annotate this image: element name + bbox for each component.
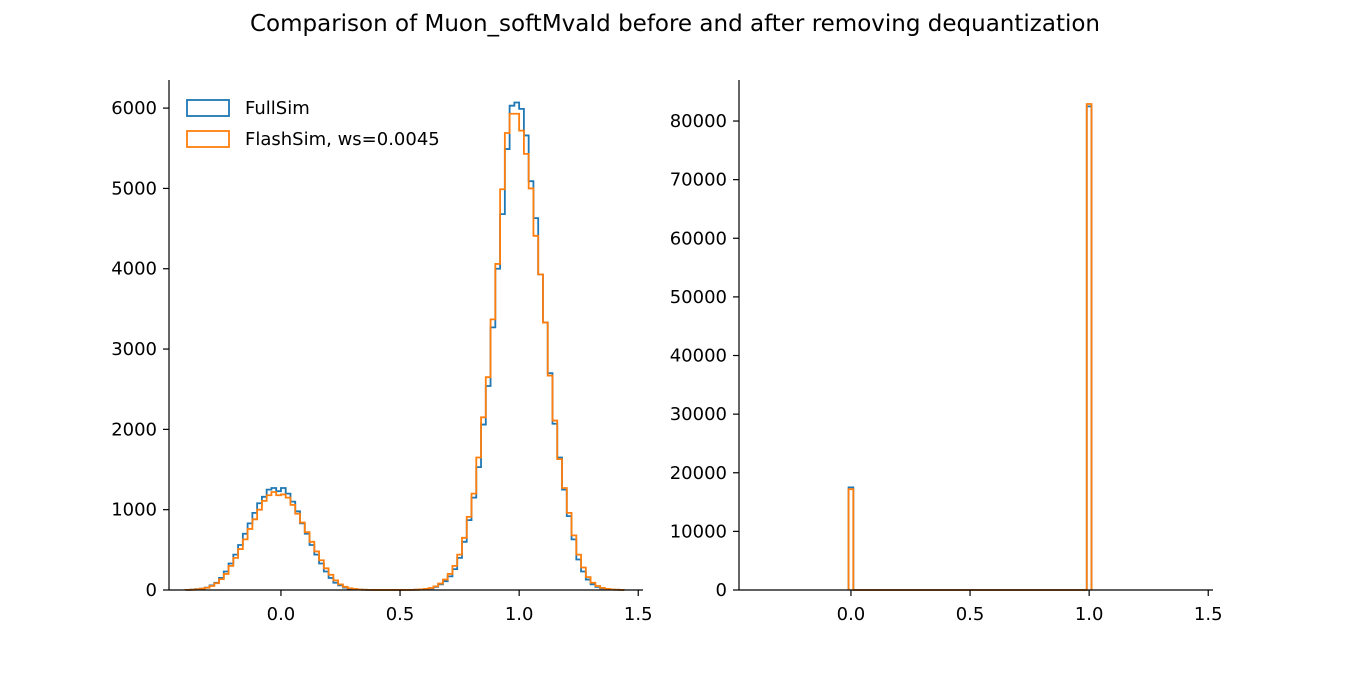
- left-y-tick-label: 3000: [111, 339, 157, 360]
- right-y-tick-label: 50000: [670, 287, 727, 308]
- left-x-tick-label: 1.5: [624, 604, 653, 625]
- right-y-tick-label: 80000: [670, 111, 727, 132]
- right-series-fullsim-histogram: [847, 105, 1093, 591]
- left-x-tick-label: 0.0: [267, 604, 296, 625]
- right-y-tick-label: 60000: [670, 228, 727, 249]
- right-y-tick-label: 0: [716, 580, 727, 601]
- right-x-tick-label: 1.0: [1075, 604, 1104, 625]
- left-x-tick-label: 0.5: [386, 604, 415, 625]
- left-y-tick-label: 1000: [111, 500, 157, 521]
- right-series-flashsim-histogram: [847, 103, 1093, 591]
- left-x-tick-label: 1.0: [505, 604, 534, 625]
- left-y-tick-label: 0: [146, 580, 157, 601]
- legend: FullSim FlashSim, ws=0.0045: [186, 98, 440, 150]
- plot-right: 0.0 0.5 1.0 1.5 0 10000 20000 30000 40000 50000 60…: [670, 80, 1223, 625]
- left-y-tick-label: 6000: [111, 98, 157, 119]
- figure-title: Comparison of Muon_softMvaId before and …: [250, 11, 1100, 37]
- right-x-tick-label: 0.0: [837, 604, 866, 625]
- legend-swatch-flashsim: [186, 130, 230, 148]
- right-y-tick-label: 30000: [670, 404, 727, 425]
- legend-label-fullsim: FullSim: [245, 98, 310, 119]
- right-y-tick-label: 10000: [670, 521, 727, 542]
- left-y-tick-label: 2000: [111, 419, 157, 440]
- right-x-tick-label: 0.5: [956, 604, 985, 625]
- right-y-tick-label: 40000: [670, 346, 727, 367]
- legend-swatch-fullsim: [186, 99, 230, 117]
- left-series-fullsim-histogram: [184, 101, 625, 591]
- right-y-tick-label: 20000: [670, 463, 727, 484]
- plot-left: 0.0 0.5 1.0 1.5 0 1000 2000 3000 4000 5000 6000: [111, 80, 653, 625]
- left-y-tick-label: 4000: [111, 259, 157, 280]
- left-y-tick-label: 5000: [111, 178, 157, 199]
- right-y-tick-label: 70000: [670, 170, 727, 191]
- right-x-tick-label: 1.5: [1194, 604, 1223, 625]
- legend-label-flashsim: FlashSim, ws=0.0045: [245, 129, 440, 150]
- left-series-flashsim-histogram: [184, 112, 625, 591]
